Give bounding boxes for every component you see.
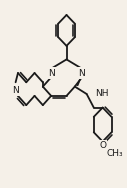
Text: CH₃: CH₃: [107, 149, 123, 158]
Text: N: N: [48, 68, 54, 77]
Text: N: N: [78, 68, 85, 77]
Text: O: O: [99, 141, 106, 150]
Text: N: N: [12, 86, 19, 95]
Text: NH: NH: [95, 89, 108, 99]
